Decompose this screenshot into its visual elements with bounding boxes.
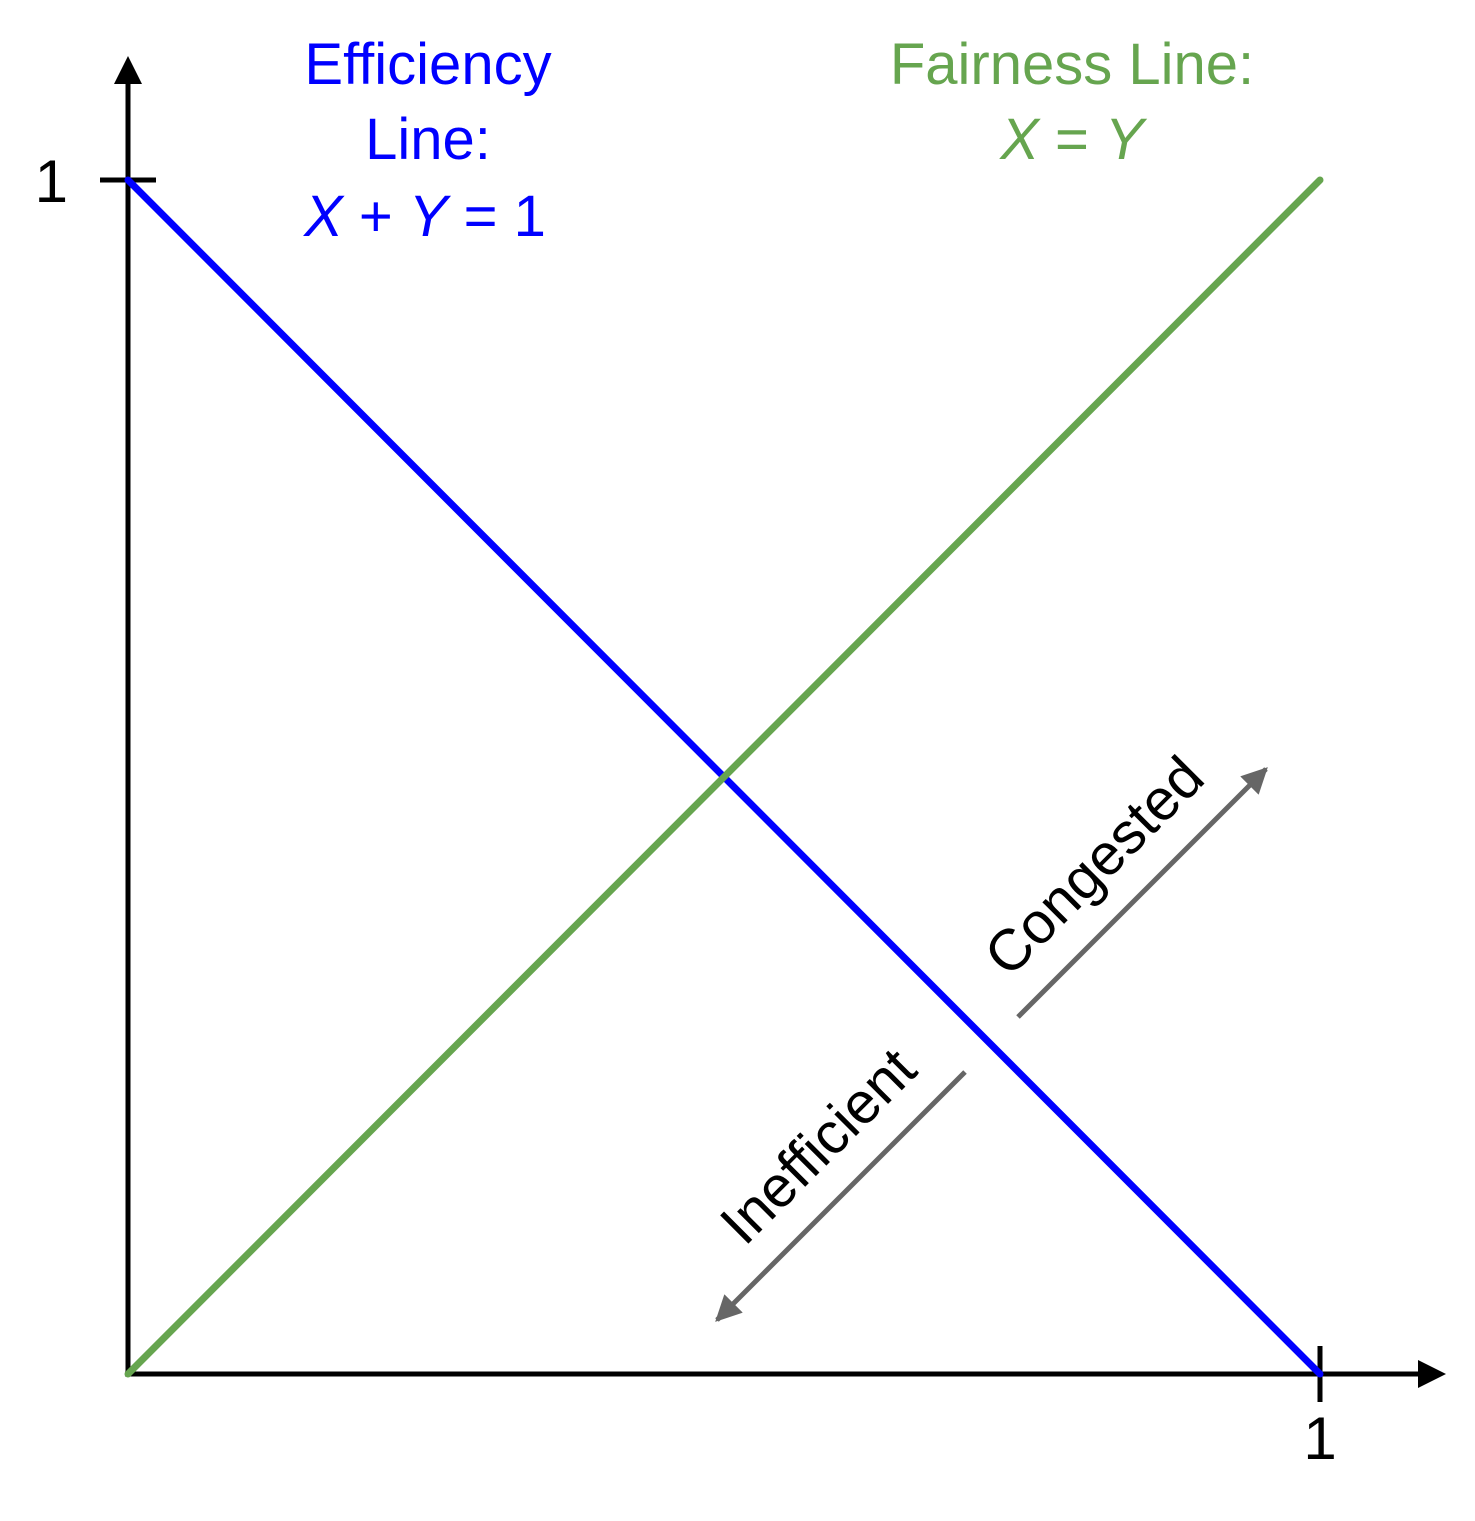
efficiency-eq-plus: + [343, 184, 409, 249]
efficiency-eq-x: X [302, 184, 345, 249]
inefficient-label: Inefficient [708, 1036, 929, 1257]
efficiency-equation: X + Y = 1 [302, 184, 546, 249]
efficiency-label-line2: Line: [365, 107, 491, 172]
fairness-label-line1: Fairness Line: [890, 32, 1254, 97]
efficiency-label-line1: Efficiency [304, 32, 551, 97]
fairness-eq-eq: = [1039, 107, 1105, 172]
y-axis-arrowhead [114, 56, 142, 84]
congested-label: Congested [972, 744, 1216, 988]
y-tick-label: 1 [35, 148, 68, 215]
x-tick-label: 1 [1303, 1405, 1336, 1472]
efficiency-label: Efficiency Line: X + Y = 1 [302, 32, 552, 249]
efficiency-eq-y: Y [409, 184, 452, 249]
fairness-label: Fairness Line: X = Y [890, 32, 1254, 172]
x-axis-arrowhead [1418, 1360, 1446, 1388]
efficiency-eq-rest: = 1 [448, 184, 546, 249]
fairness-eq-x: X [998, 107, 1041, 172]
fairness-eq-y: Y [1105, 107, 1148, 172]
fairness-equation: X = Y [998, 107, 1148, 172]
